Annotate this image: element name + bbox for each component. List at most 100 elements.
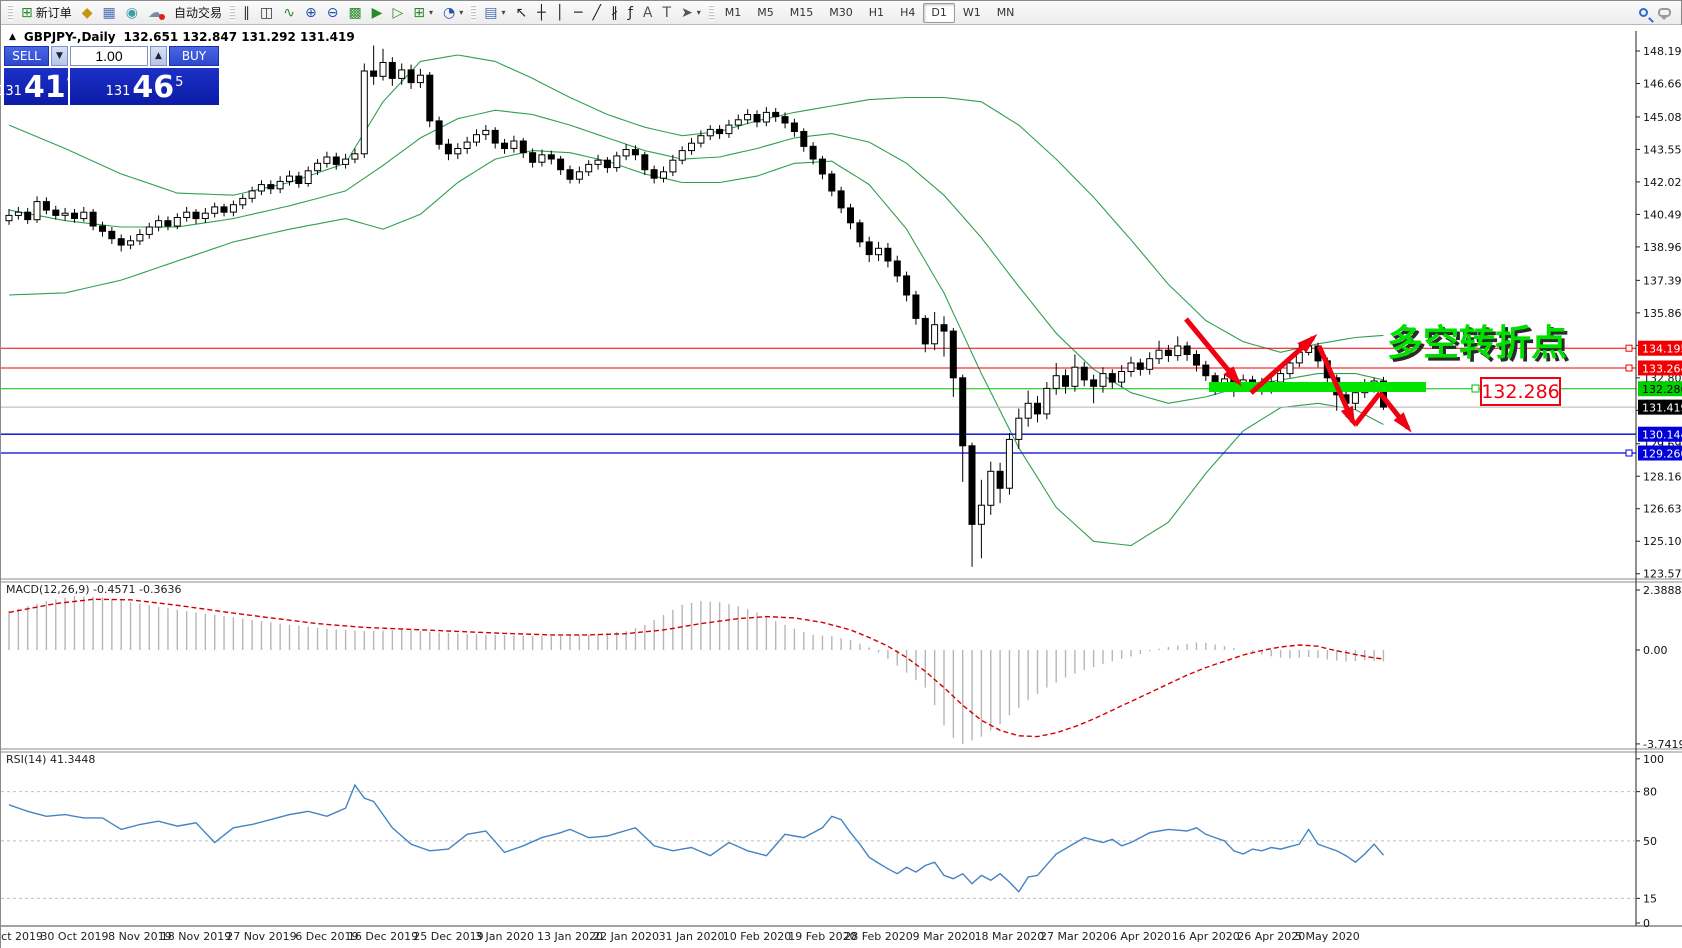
buy-button[interactable]: BUY <box>169 46 219 66</box>
volume-input[interactable] <box>70 46 148 66</box>
candle <box>1099 373 1107 387</box>
add-indicator-icon: ⊞ <box>413 4 425 21</box>
line-chart-button[interactable]: ∿ <box>278 3 300 23</box>
candle <box>837 190 845 209</box>
price-chart-canvas[interactable]: 148.190 146.660 145.085 143.555 142.025 140.4… <box>1 25 1682 948</box>
candlestick-button[interactable]: ◫ <box>255 3 278 23</box>
one-click-trade-panel: SELL ▼ ▲ BUY 131 41 9 131 46 5 <box>0 46 219 105</box>
profiles-hat-button[interactable]: ◆ <box>77 3 98 23</box>
zoom-in-button[interactable]: ⊕ <box>300 3 322 23</box>
text-button[interactable]: A <box>638 3 658 23</box>
toolbar-grip <box>8 4 13 21</box>
autotrading-status-dot <box>158 13 165 20</box>
price-tick-label: 138.965 <box>1643 241 1682 254</box>
trend-arrow[interactable] <box>1353 391 1382 427</box>
date-label: 26 Apr 2020 <box>1237 930 1305 943</box>
new-order-button[interactable]: ⊞ 新订单 <box>16 3 77 23</box>
candle <box>1015 417 1023 440</box>
date-label: 19 Feb 2020 <box>788 930 856 943</box>
timeframe-d1[interactable]: D1 <box>923 2 955 23</box>
candle <box>314 162 322 172</box>
price-level-label-134.195 <box>1638 340 1682 356</box>
ask-price-tile[interactable]: 131 46 5 <box>70 68 219 105</box>
timeframe-m5[interactable]: M5 <box>757 6 774 19</box>
charts-window-button[interactable]: ▦ <box>98 3 121 23</box>
candle <box>192 211 200 220</box>
signals-button[interactable]: ◉ <box>121 3 143 23</box>
candle <box>1034 402 1041 415</box>
toolbar-grip <box>230 4 235 21</box>
timeframe-m30[interactable]: M30 <box>829 6 853 19</box>
candle <box>903 275 911 296</box>
search-icon[interactable] <box>1639 8 1648 17</box>
price-tag-box[interactable] <box>1480 377 1561 406</box>
turning-point-text: 多空转折点 <box>1387 323 1567 364</box>
timeframe-h4[interactable]: H4 <box>900 6 916 19</box>
candle <box>501 142 508 149</box>
periods-clock-button[interactable]: ◔ ▾ <box>438 3 468 23</box>
chart-template-button[interactable]: ▤ ▾ <box>479 3 510 23</box>
dropdown-caret-icon: ▾ <box>501 8 506 17</box>
zoom-out-button[interactable]: ⊖ <box>322 3 344 23</box>
timeframe-m1[interactable]: M1 <box>724 6 742 19</box>
trendline-button[interactable]: ╱ <box>588 3 606 23</box>
support-zone-rectangle[interactable] <box>1209 382 1426 392</box>
bid-prefix: 131 <box>0 84 22 99</box>
timeframe-w1[interactable]: W1 <box>962 6 981 19</box>
candle <box>800 131 808 147</box>
cursor-button[interactable]: ↖ <box>510 3 532 23</box>
date-label: 6 Dec 2019 <box>295 930 358 943</box>
price-level-label-text: 130.144 <box>1642 429 1682 442</box>
collapse-triangle-icon[interactable]: ▲ <box>9 32 16 42</box>
candle <box>744 114 752 121</box>
timeframe-mn[interactable]: MN <box>996 6 1015 19</box>
zoom-in-icon: ⊕ <box>304 4 317 21</box>
candle <box>865 241 873 256</box>
channel-icon: ∦ <box>610 4 618 21</box>
vertical-line-button[interactable]: │ <box>551 3 569 23</box>
candle <box>360 70 368 155</box>
channel-button[interactable]: ∦ <box>606 3 623 23</box>
volume-increase-button[interactable]: ▲ <box>150 46 167 66</box>
candlestick-icon: ◫ <box>260 4 274 21</box>
candle <box>1146 358 1154 370</box>
green-line-anchor-handle[interactable] <box>1471 384 1480 393</box>
rsi-line <box>8 783 1385 893</box>
horizontal-line-button[interactable]: ─ <box>569 3 587 23</box>
auto-scroll-button[interactable]: ▷ <box>387 3 408 23</box>
date-label: 22 Jan 2020 <box>593 930 659 943</box>
bid-price-tile[interactable]: 131 41 9 <box>0 68 75 105</box>
autotrading-button[interactable]: ☁ 自动交易 <box>143 3 227 23</box>
label-button[interactable]: T <box>657 3 676 23</box>
bar-chart-button[interactable]: ∥ <box>238 3 255 23</box>
candle <box>1155 349 1163 360</box>
add-indicator-button[interactable]: ⊞ ▾ <box>408 3 438 23</box>
candle <box>529 152 537 163</box>
candle <box>435 120 443 145</box>
candle <box>734 119 742 126</box>
signals-icon: ◉ <box>125 4 138 21</box>
dropdown-caret-icon: ▾ <box>696 8 701 17</box>
timeframe-h1[interactable]: H1 <box>868 6 885 19</box>
trend-arrow-head <box>1223 366 1242 387</box>
chat-icon[interactable] <box>1658 8 1671 20</box>
arrows-tool-button[interactable]: ➤ ▾ <box>676 3 706 23</box>
timeframe-m15[interactable]: M15 <box>789 6 814 19</box>
candle <box>61 212 69 216</box>
tile-windows-button[interactable]: ▩ <box>343 3 366 23</box>
fibonacci-button[interactable]: ƒ <box>623 3 638 23</box>
candle <box>164 220 172 227</box>
candle <box>1052 375 1060 389</box>
date-label: 10 Feb 2020 <box>723 930 791 943</box>
candle <box>99 225 106 232</box>
candle <box>332 156 340 165</box>
volume-decrease-button[interactable]: ▼ <box>51 46 68 66</box>
date-label: 13 Jan 2020 <box>537 930 603 943</box>
date-label: 18 Mar 2020 <box>975 930 1045 943</box>
date-label: 25 Dec 2019 <box>413 930 483 943</box>
macd-signal-line <box>8 598 1384 738</box>
scroll-to-end-button[interactable]: ▶ <box>367 3 388 23</box>
crosshair-button[interactable]: ┼ <box>532 3 550 23</box>
zoom-out-icon: ⊖ <box>326 4 339 21</box>
sell-button[interactable]: SELL <box>4 46 49 66</box>
